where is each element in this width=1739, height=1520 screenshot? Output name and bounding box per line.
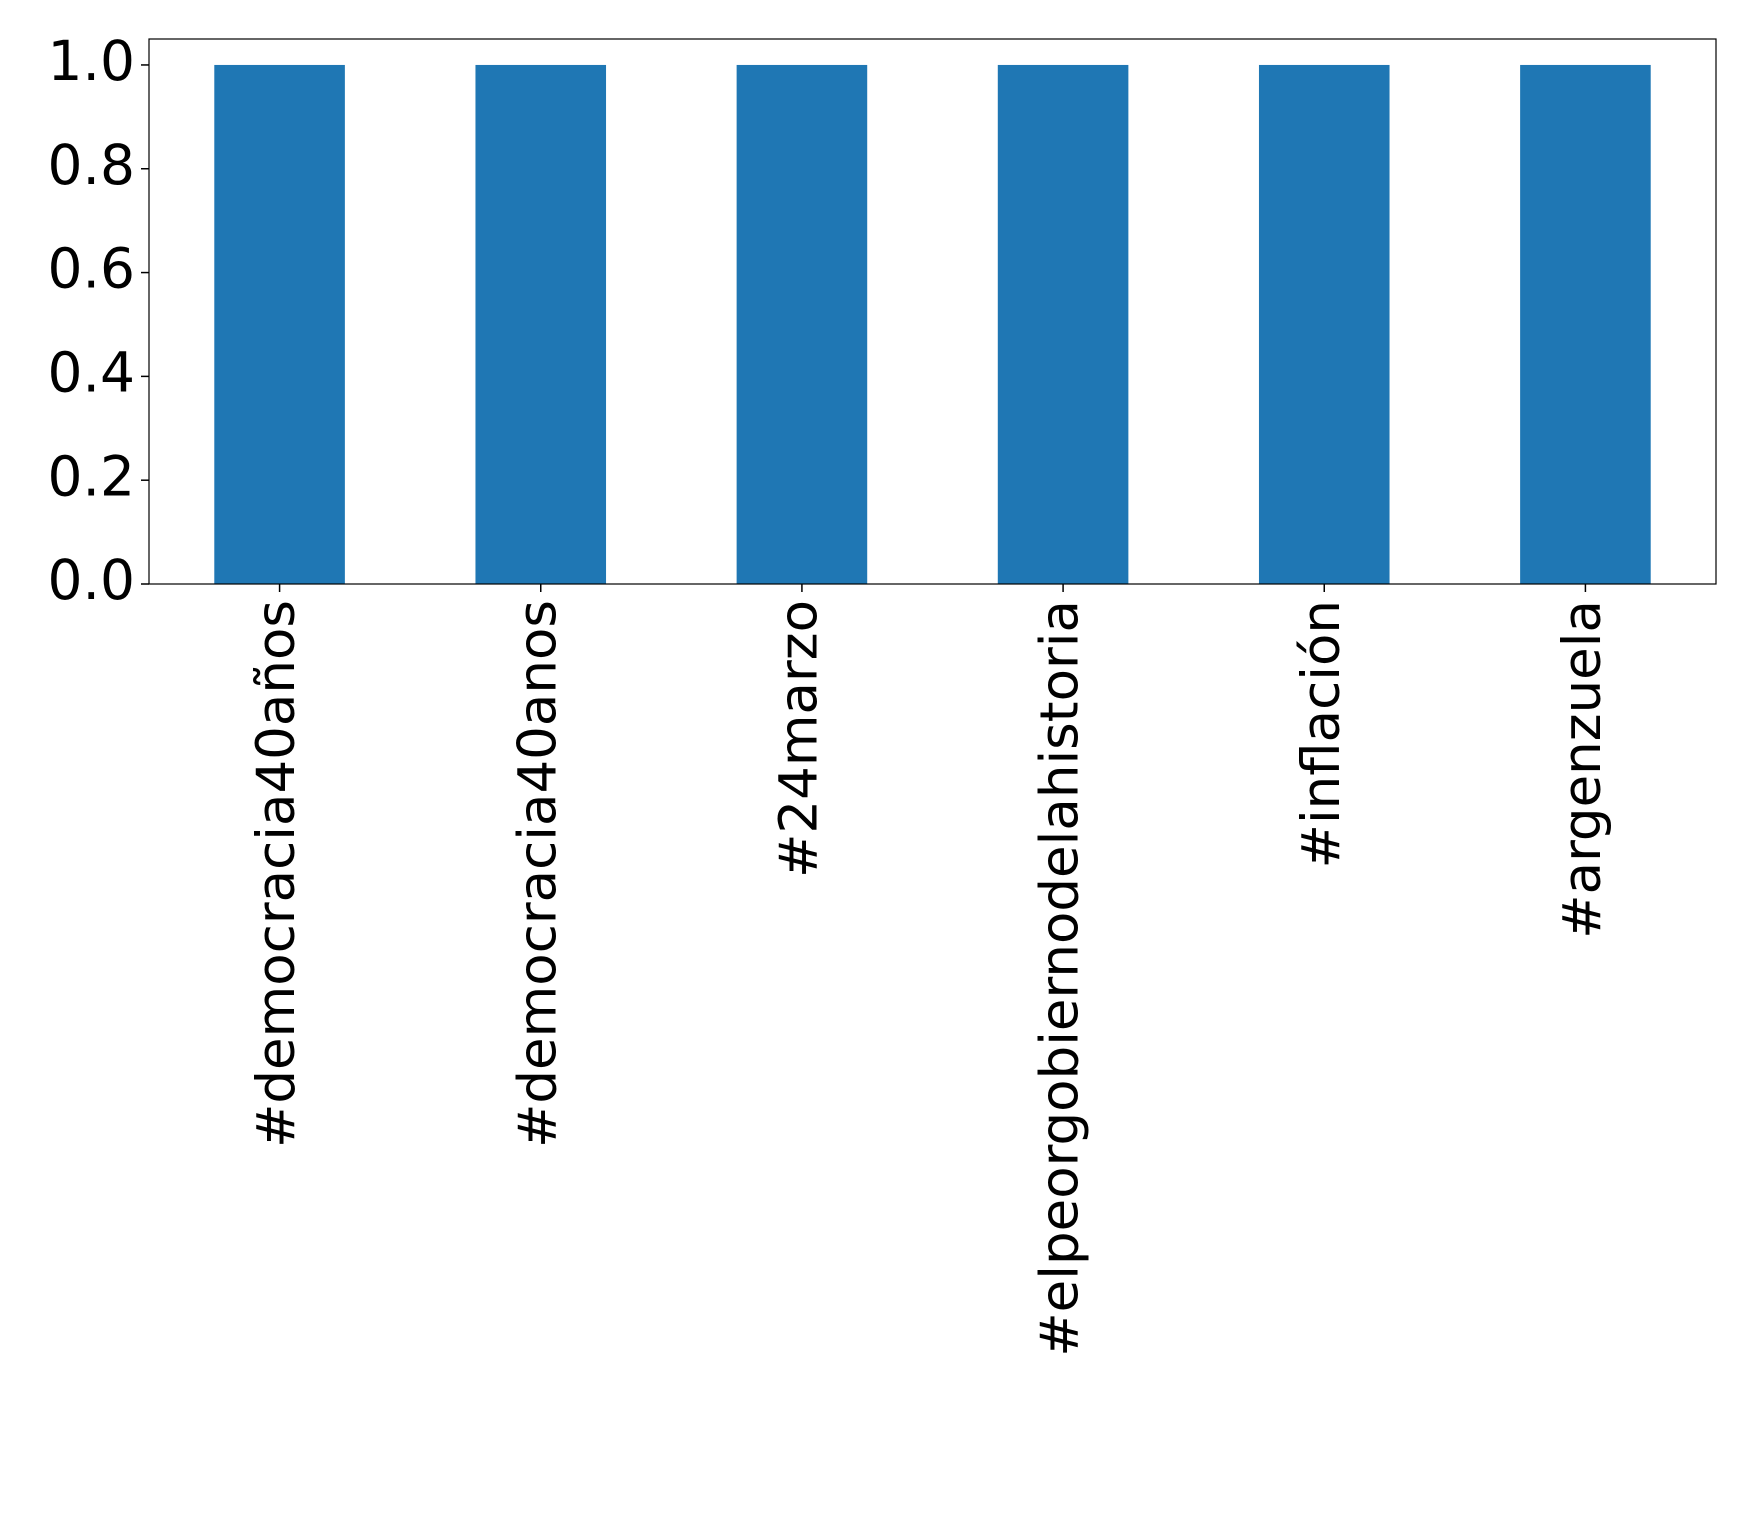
x-tick-label: #24marzo (769, 600, 830, 878)
x-tick-label: #democracia40años (246, 600, 307, 1148)
y-tick-label: 0.6 (48, 237, 135, 301)
y-tick-label: 1.0 (48, 29, 135, 93)
plot-frame (148, 38, 1717, 585)
x-tick-label: #elpeorgobiernodelahistoria (1030, 600, 1091, 1357)
bar (997, 64, 1129, 584)
bar (1520, 64, 1651, 584)
y-tick-label: 0.8 (48, 133, 135, 197)
y-tick-label: 0.0 (48, 548, 135, 612)
x-tick-label: #democracia40anos (507, 600, 568, 1148)
bar (475, 64, 607, 584)
y-tick-label: 0.2 (48, 444, 135, 508)
x-tick-label: #argenzuela (1552, 600, 1613, 939)
x-tick-label: #inflación (1291, 600, 1352, 868)
y-tick-label: 0.4 (48, 341, 135, 405)
bar (1258, 64, 1390, 584)
bar (736, 64, 868, 584)
bar (214, 64, 345, 584)
